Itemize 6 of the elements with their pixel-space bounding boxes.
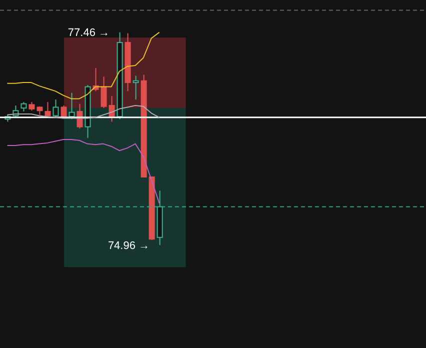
annotation: 77.46 → (68, 27, 110, 40)
candlestick (20, 102, 27, 112)
candlestick (132, 75, 139, 100)
candlestick (100, 76, 107, 109)
annotation: 74.96 → (108, 240, 150, 252)
candlestick (52, 99, 59, 118)
